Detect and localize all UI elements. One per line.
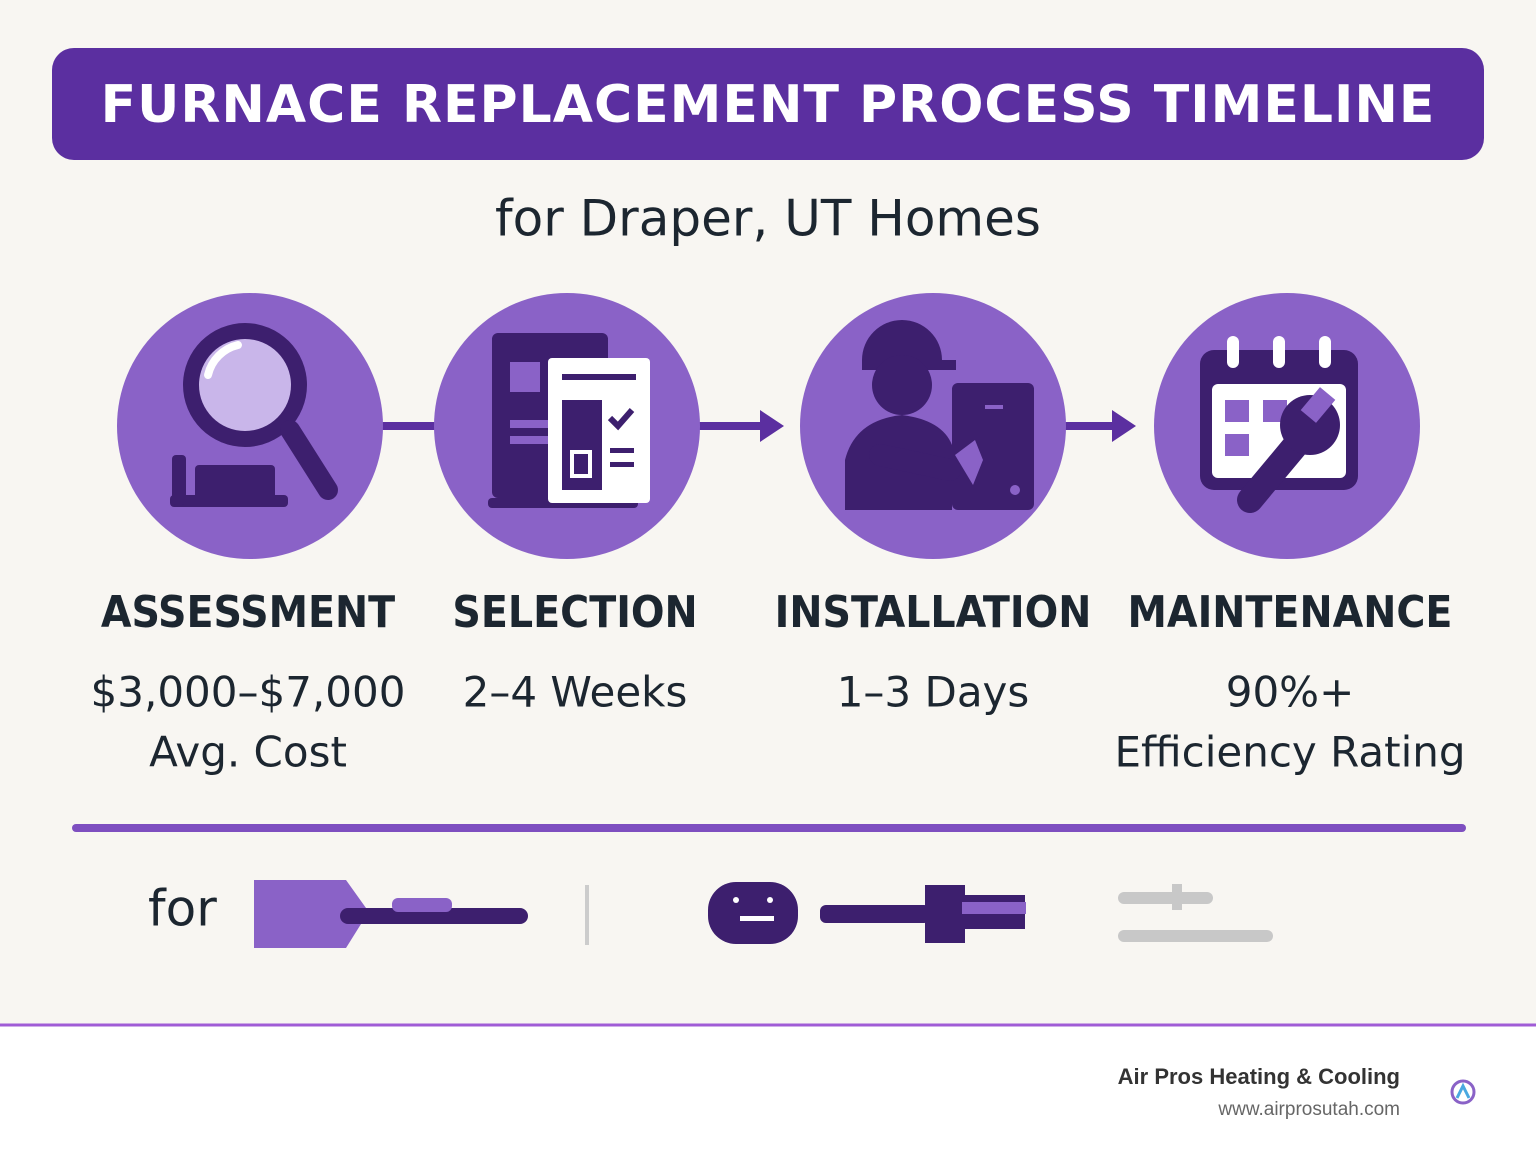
maintenance-icon <box>1200 336 1358 513</box>
selection-icon <box>488 333 650 508</box>
step-detail: 90%+ <box>1226 668 1355 717</box>
step-detail: $3,000–$7,000 <box>91 668 406 717</box>
brand: Air Pros Heating & Cooling <box>1118 1064 1400 1089</box>
step-label: INSTALLATION <box>775 587 1092 638</box>
step-label: ASSESSMENT <box>101 587 395 638</box>
bottom-decoration <box>254 880 1273 948</box>
subtitle: for Draper, UT Homes <box>495 190 1041 248</box>
step-detail: Efficiency Rating <box>1114 728 1465 777</box>
step-label: MAINTENANCE <box>1128 587 1453 638</box>
steps: ASSESSMENT $3,000–$7,000 Avg. Cost SELECTIO… <box>91 587 1466 777</box>
url: www.airprosutah.com <box>1217 1099 1400 1120</box>
logo <box>1450 1079 1476 1105</box>
title-banner <box>52 48 1484 160</box>
assessment-icon <box>170 323 338 507</box>
step-detail: 1–3 Days <box>837 668 1030 717</box>
bottom-text: for <box>148 880 217 938</box>
installation-icon <box>845 320 1034 510</box>
footer-bg <box>0 1025 1536 1154</box>
step-detail: Avg. Cost <box>149 728 347 777</box>
step-label: SELECTION <box>452 587 697 638</box>
title: FURNACE REPLACEMENT PROCESS TIMELINE <box>101 75 1436 135</box>
connectors <box>380 410 1136 442</box>
step-detail: 2–4 Weeks <box>463 668 688 717</box>
